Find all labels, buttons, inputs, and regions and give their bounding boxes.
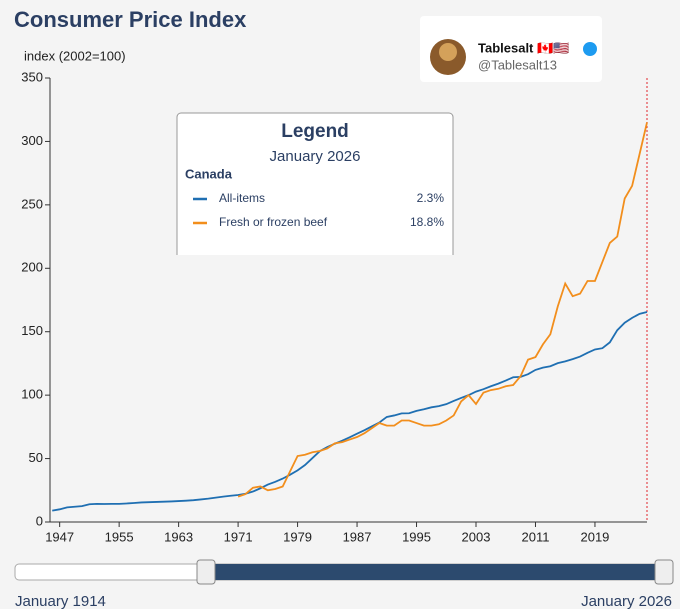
- y-tick-label: 50: [29, 450, 43, 465]
- legend: Legend January 2026 Canada All-items 2.3%…: [176, 112, 455, 263]
- x-tick-label: 2011: [521, 529, 549, 544]
- legend-change: 2.3%: [417, 191, 445, 205]
- chart-title: Consumer Price Index: [14, 7, 247, 32]
- y-tick-label: 150: [21, 323, 43, 338]
- legend-items: All-items 2.3% Fresh or frozen beef 18.8%: [193, 191, 444, 229]
- slider-range: [206, 564, 664, 580]
- y-axis-label: index (2002=100): [24, 48, 126, 63]
- slider-handle-start[interactable]: [196, 559, 216, 585]
- slider-end-label: January 2026: [581, 593, 672, 609]
- legend-title: Legend: [281, 121, 349, 142]
- y-tick-label: 0: [36, 513, 43, 528]
- slider-handle-end[interactable]: [654, 559, 674, 585]
- x-tick-label: 1955: [105, 529, 134, 544]
- badge-box: [420, 16, 602, 82]
- y-tick-label: 300: [21, 133, 43, 148]
- badge: Tablesalt 🇨🇦🇺🇸 @Tablesalt13: [420, 16, 602, 82]
- y-tick-label: 250: [21, 196, 43, 211]
- x-tick-label: 1971: [224, 529, 253, 544]
- slider: January 1914 January 2026: [14, 559, 674, 609]
- x-tick-label: 1987: [343, 529, 372, 544]
- x-tick-label: 2003: [462, 529, 491, 544]
- legend-mask: [176, 255, 455, 263]
- legend-date: January 2026: [270, 148, 361, 165]
- y-tick-label: 200: [21, 260, 43, 275]
- badge-name: Tablesalt 🇨🇦🇺🇸: [478, 40, 569, 55]
- badge-handle: @Tablesalt13: [478, 57, 557, 72]
- verified-icon: [583, 42, 597, 56]
- x-tick-label: 1979: [283, 529, 312, 544]
- x-tick-label: 1995: [402, 529, 431, 544]
- series-line: [237, 122, 648, 498]
- legend-region: Canada: [185, 166, 233, 181]
- y-tick-label: 350: [21, 69, 43, 84]
- legend-name: All-items: [219, 191, 265, 205]
- legend-name: Fresh or frozen beef: [219, 215, 328, 229]
- y-tick-label: 100: [21, 387, 43, 402]
- slider-start-label: January 1914: [15, 593, 106, 609]
- x-tick-label: 1963: [164, 529, 193, 544]
- plot: 0 50 100 150 200 250 300 350 1947 1955 1963 1971 197…: [21, 69, 648, 544]
- avatar-face: [439, 43, 457, 61]
- legend-change: 18.8%: [410, 215, 444, 229]
- series-line: [52, 311, 648, 512]
- x-tick-label: 2019: [580, 529, 609, 544]
- x-tick-label: 1947: [45, 529, 74, 544]
